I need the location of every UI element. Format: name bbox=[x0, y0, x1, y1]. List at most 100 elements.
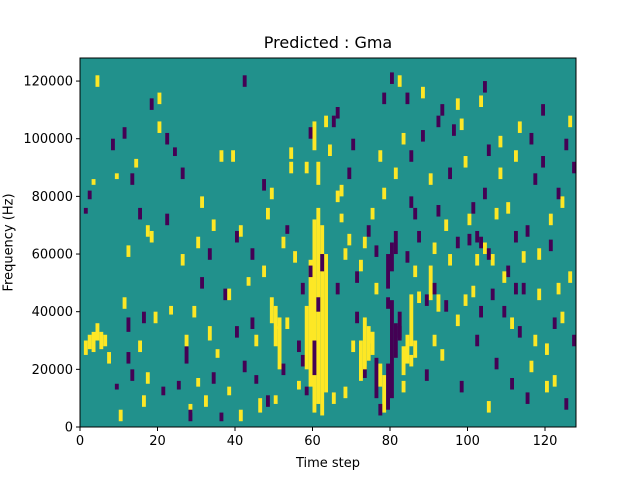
heatmap-cell bbox=[517, 121, 522, 133]
heatmap-cell bbox=[382, 92, 387, 105]
heatmap-cell bbox=[541, 156, 545, 168]
heatmap-cell bbox=[424, 369, 429, 381]
heatmap-cell bbox=[498, 167, 503, 180]
heatmap-cell bbox=[114, 173, 119, 180]
heatmap-cell bbox=[475, 230, 480, 243]
heatmap-cell bbox=[95, 323, 100, 341]
heatmap-cell bbox=[486, 248, 491, 260]
heatmap-cell bbox=[196, 377, 201, 387]
heatmap-cell bbox=[448, 167, 452, 180]
heatmap-cell bbox=[250, 317, 255, 329]
heatmap-cell bbox=[428, 173, 433, 185]
heatmap-cell bbox=[126, 352, 131, 364]
heatmap-cell bbox=[479, 236, 483, 249]
heatmap-cell bbox=[452, 124, 456, 136]
heatmap-cell bbox=[529, 132, 534, 145]
heatmap-cell bbox=[343, 386, 348, 399]
heatmap-cell bbox=[390, 242, 394, 272]
heatmap-cell bbox=[184, 346, 189, 364]
heatmap-cell bbox=[382, 187, 387, 200]
heatmap-cell bbox=[339, 184, 344, 197]
heatmap-cell bbox=[560, 196, 565, 208]
heatmap-cell bbox=[107, 352, 111, 364]
heatmap-cell bbox=[409, 196, 414, 208]
heatmap-cell bbox=[157, 121, 162, 133]
heatmap-cell bbox=[521, 282, 526, 295]
heatmap-cell bbox=[211, 372, 216, 384]
heatmap-cell bbox=[432, 334, 437, 347]
heatmap-cell bbox=[328, 144, 332, 157]
heatmap-cell bbox=[568, 115, 573, 128]
heatmap-cell bbox=[95, 75, 100, 87]
heatmap-cell bbox=[335, 190, 340, 203]
y-tick-label: 0 bbox=[65, 421, 73, 436]
heatmap-cell bbox=[188, 409, 193, 422]
heatmap-cell bbox=[324, 254, 328, 393]
heatmap-cell bbox=[490, 254, 495, 266]
heatmap-cell bbox=[304, 161, 309, 174]
heatmap-cell bbox=[440, 349, 445, 361]
heatmap-cell bbox=[238, 409, 243, 422]
heatmap-cell bbox=[122, 127, 127, 139]
heatmap-cell bbox=[347, 167, 352, 180]
heatmap-cell bbox=[111, 138, 115, 151]
heatmap-cell bbox=[308, 259, 313, 387]
heatmap-cell bbox=[355, 271, 359, 283]
heatmap-cell bbox=[126, 245, 131, 257]
heatmap-cell bbox=[564, 398, 569, 410]
heatmap-cell bbox=[308, 265, 313, 278]
heatmap-cell bbox=[393, 323, 398, 358]
heatmap-cell bbox=[343, 248, 348, 260]
heatmap-cell bbox=[428, 265, 433, 301]
heatmap-cell bbox=[483, 81, 487, 93]
heatmap-cell bbox=[436, 205, 441, 217]
heatmap-cell bbox=[432, 282, 437, 295]
heatmap-cell bbox=[227, 386, 232, 396]
heatmap-cell bbox=[285, 225, 290, 234]
heatmap-cell bbox=[320, 254, 325, 272]
heatmap-cell bbox=[494, 357, 499, 370]
heatmap-cell bbox=[486, 144, 491, 157]
x-tick-label: 60 bbox=[304, 434, 321, 449]
heatmap-cell bbox=[510, 317, 514, 329]
heatmap-cell bbox=[235, 326, 239, 338]
heatmap-cell bbox=[455, 314, 460, 327]
heatmap-cell bbox=[281, 363, 286, 376]
y-axis: 0 20000 40000 60000 80000 100000 120000 bbox=[23, 75, 80, 436]
heatmap-cell bbox=[479, 95, 483, 108]
heatmap-cell bbox=[440, 104, 445, 116]
heatmap-cell bbox=[374, 282, 379, 295]
x-tick-label: 0 bbox=[76, 434, 84, 449]
heatmap-cell bbox=[401, 380, 406, 393]
heatmap-cell bbox=[215, 349, 220, 358]
heatmap-cell bbox=[397, 75, 402, 87]
heatmap-cell bbox=[114, 383, 119, 390]
heatmap-cell bbox=[169, 305, 173, 315]
heatmap-cell bbox=[397, 311, 402, 341]
heatmap-cell bbox=[436, 294, 441, 312]
y-axis-label: Frequency (Hz) bbox=[2, 193, 17, 291]
heatmap-cell bbox=[83, 340, 88, 355]
heatmap-cell bbox=[103, 334, 108, 347]
heatmap-cell bbox=[134, 158, 139, 168]
chart-title: Predicted : Gma bbox=[264, 33, 392, 52]
heatmap-cell bbox=[227, 288, 232, 301]
heatmap-cell bbox=[91, 179, 96, 185]
heatmap-cell bbox=[486, 401, 491, 413]
heatmap-cell bbox=[548, 213, 553, 226]
heatmap-cell bbox=[331, 115, 336, 128]
heatmap-cell bbox=[390, 72, 394, 84]
heatmap-cell bbox=[293, 251, 297, 263]
heatmap-cell bbox=[266, 395, 270, 407]
heatmap-cell bbox=[517, 326, 522, 338]
heatmap-cell bbox=[149, 98, 154, 110]
heatmap-cell bbox=[351, 138, 356, 151]
heatmap-cell bbox=[231, 150, 235, 162]
heatmap-cell bbox=[401, 132, 406, 145]
heatmap-cell bbox=[552, 375, 557, 387]
heatmap-cell bbox=[436, 115, 441, 128]
heatmap-cell bbox=[300, 282, 305, 295]
heatmap-cell bbox=[188, 403, 193, 413]
heatmap-cell bbox=[471, 202, 476, 214]
